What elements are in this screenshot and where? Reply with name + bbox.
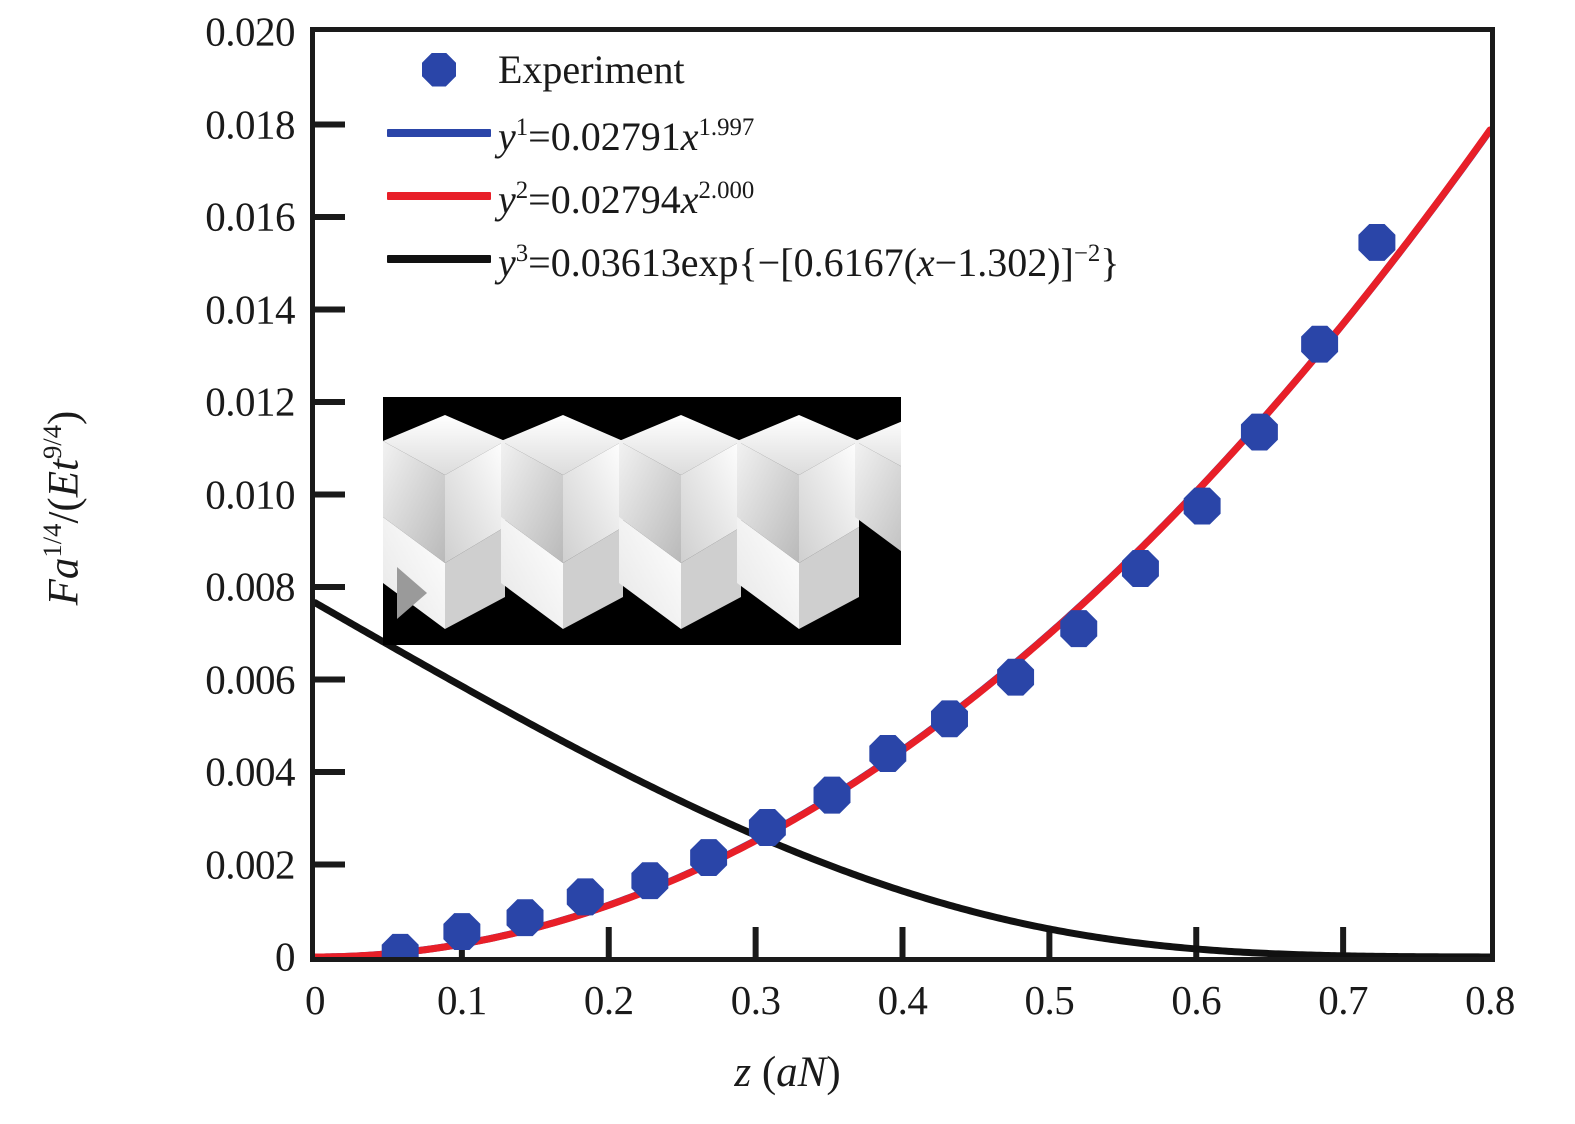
y-tick-label: 0.020 — [205, 8, 295, 55]
legend-line-key-black — [380, 254, 498, 263]
experiment-data-point — [748, 809, 786, 846]
eq3-tail: −1.302)] — [934, 239, 1074, 285]
x-tick-label: 0.2 — [583, 977, 634, 1023]
experiment-data-point — [506, 899, 544, 937]
experiment-data-point — [1301, 325, 1339, 363]
x-tick-label: 0.7 — [1318, 977, 1368, 1023]
y-tick-label: 0.004 — [205, 748, 295, 795]
x-axis-tick-labels: 0 0.1 0.2 0.3 0.4 0.5 0.6 0.7 0.8 — [0, 980, 1575, 1040]
legend-marker-key — [380, 52, 498, 87]
blue-line-swatch-icon — [387, 128, 491, 137]
eq1-x-exponent: 1.997 — [698, 114, 755, 142]
x-axis-title: z (aN) — [0, 1048, 1575, 1098]
experiment-data-point — [1060, 610, 1098, 648]
experiment-data-point — [631, 862, 669, 900]
y-axis-title-Fa-exponent: 1/4 — [36, 523, 67, 558]
x-tick-label: 0.4 — [877, 977, 928, 1023]
legend-line-key-red — [380, 191, 498, 200]
black-line-swatch-icon — [387, 254, 491, 263]
legend-item-experiment: Experiment — [380, 38, 1380, 101]
x-axis-title-close-paren: ) — [826, 1049, 841, 1096]
y-tick-label: 0.016 — [205, 193, 295, 240]
x-tick-label: 0.6 — [1171, 977, 1222, 1023]
experiment-data-point — [813, 776, 851, 814]
x-tick-label: 0 — [305, 977, 326, 1023]
y-axis-title-close-paren: ) — [40, 410, 88, 425]
chart-legend: Experiment y1=0.02791x1.997 y2=0.02794x2… — [380, 38, 1380, 290]
eq1-y: y — [498, 113, 516, 159]
eq2-coefficient: =0.02794 — [528, 176, 681, 222]
y-axis-tick-labels: 0 0.002 0.004 0.006 0.008 0.010 0.012 0.014 0.01… — [110, 0, 295, 1124]
experiment-data-point — [869, 735, 907, 772]
plot-canvas — [315, 121, 1490, 957]
experiment-data-point — [1358, 223, 1396, 261]
fit-curve-black-exponential — [315, 599, 1490, 957]
experiment-data-point — [1240, 413, 1278, 451]
origami-fold-illustration — [383, 397, 901, 645]
y-tick-label: 0.014 — [205, 286, 295, 332]
eq3-close-brace: } — [1100, 239, 1120, 285]
eq2-x-exponent: 2.000 — [698, 177, 755, 205]
y-tick-label: 0.012 — [205, 378, 295, 425]
x-axis-title-var: z — [734, 1049, 752, 1096]
y-tick-label: 0.008 — [205, 563, 295, 610]
eq3-tail-exponent: −2 — [1073, 240, 1101, 268]
y-tick-label: 0.002 — [205, 841, 295, 887]
inset-origami-photo — [383, 397, 901, 645]
experiment-data-point — [566, 878, 604, 916]
legend-item-fit-blue: y1=0.02791x1.997 — [380, 101, 1380, 164]
experiment-data-point — [690, 839, 728, 877]
legend-label-experiment: Experiment — [498, 46, 685, 92]
experiment-data-point — [1121, 550, 1159, 587]
red-line-swatch-icon — [387, 191, 491, 200]
experiment-data-point — [1183, 487, 1221, 525]
y-axis-title: Fa1/4/(Et9/4) — [27, 411, 90, 606]
legend-label-eq3: y3=0.03613exp{−[0.6167(x−1.302)]−2} — [498, 232, 1119, 285]
eq1-y-superscript: 1 — [515, 114, 529, 142]
y-axis-title-divider: /( — [40, 497, 88, 524]
y-axis-title-wrapper: Fa1/4/(Et9/4) — [28, 158, 88, 858]
eq3-y-superscript: 3 — [515, 240, 529, 268]
experiment-data-points — [381, 223, 1396, 957]
eq1-x: x — [680, 113, 699, 159]
legend-label-eq1: y1=0.02791x1.997 — [498, 106, 754, 159]
experiment-data-point — [931, 700, 968, 738]
y-tick-label: 0.006 — [205, 656, 295, 702]
eq2-y: y — [498, 176, 516, 222]
y-axis-title-Et-exponent: 9/4 — [36, 424, 67, 460]
y-tick-label: 0.018 — [205, 101, 295, 147]
legend-item-fit-red: y2=0.02794x2.000 — [380, 164, 1380, 227]
x-axis-title-unit: aN — [776, 1049, 827, 1096]
legend-line-key-blue — [380, 128, 498, 137]
y-axis-title-Et: Et — [40, 459, 88, 498]
x-tick-label: 0.5 — [1024, 977, 1075, 1023]
x-tick-label: 0.8 — [1465, 977, 1515, 1023]
x-axis-title-open-paren: ( — [751, 1049, 777, 1096]
experiment-marker-icon — [422, 52, 456, 87]
eq2-x: x — [680, 176, 699, 222]
experiment-data-point — [443, 913, 481, 951]
x-tick-label: 0.3 — [730, 977, 781, 1023]
x-tick-label: 0.1 — [437, 977, 487, 1023]
eq3-prefix: =0.03613exp{−[0.6167( — [528, 239, 917, 285]
eq3-y: y — [498, 239, 516, 285]
y-tick-label: 0.010 — [205, 471, 295, 517]
experiment-data-point — [381, 933, 419, 957]
y-tick-label: 0 — [275, 933, 296, 980]
experiment-data-point — [997, 658, 1035, 696]
legend-label-eq2: y2=0.02794x2.000 — [498, 169, 754, 222]
eq1-coefficient: =0.02791 — [528, 113, 681, 159]
eq3-x: x — [916, 239, 935, 285]
y-axis-title-Fa: Fa — [40, 557, 88, 606]
plot-area — [310, 27, 1495, 962]
legend-item-fit-black: y3=0.03613exp{−[0.6167(x−1.302)]−2} — [380, 227, 1380, 290]
eq2-y-superscript: 2 — [515, 177, 529, 205]
